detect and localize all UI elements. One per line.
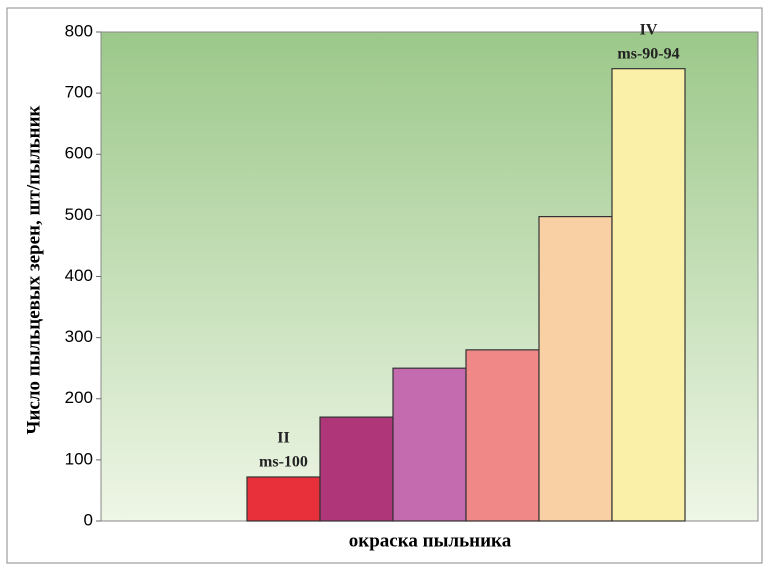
- bar: [246, 476, 321, 522]
- bar: [611, 68, 686, 522]
- y-tick-label: 600: [65, 144, 93, 163]
- annotation: II: [277, 430, 289, 447]
- y-tick-label: 100: [65, 449, 93, 468]
- annotation: IV: [640, 21, 658, 38]
- annotation: ms-90-94: [617, 45, 679, 62]
- bar: [319, 416, 394, 522]
- bar: [538, 215, 613, 522]
- annotation: ms-100: [259, 454, 308, 471]
- bar: [465, 349, 540, 522]
- y-tick-label: 300: [65, 327, 93, 346]
- y-tick-label: 0: [84, 510, 93, 529]
- y-axis-label: Число пыльцевых зерен, шт/пыльник: [23, 105, 44, 434]
- y-tick-label: 500: [65, 205, 93, 224]
- x-axis-label: окраска пыльника: [349, 530, 512, 551]
- y-tick-label: 200: [65, 388, 93, 407]
- y-tick-label: 800: [65, 21, 93, 40]
- y-tick-label: 700: [65, 83, 93, 102]
- y-tick-label: 400: [65, 266, 93, 285]
- bar: [392, 367, 467, 522]
